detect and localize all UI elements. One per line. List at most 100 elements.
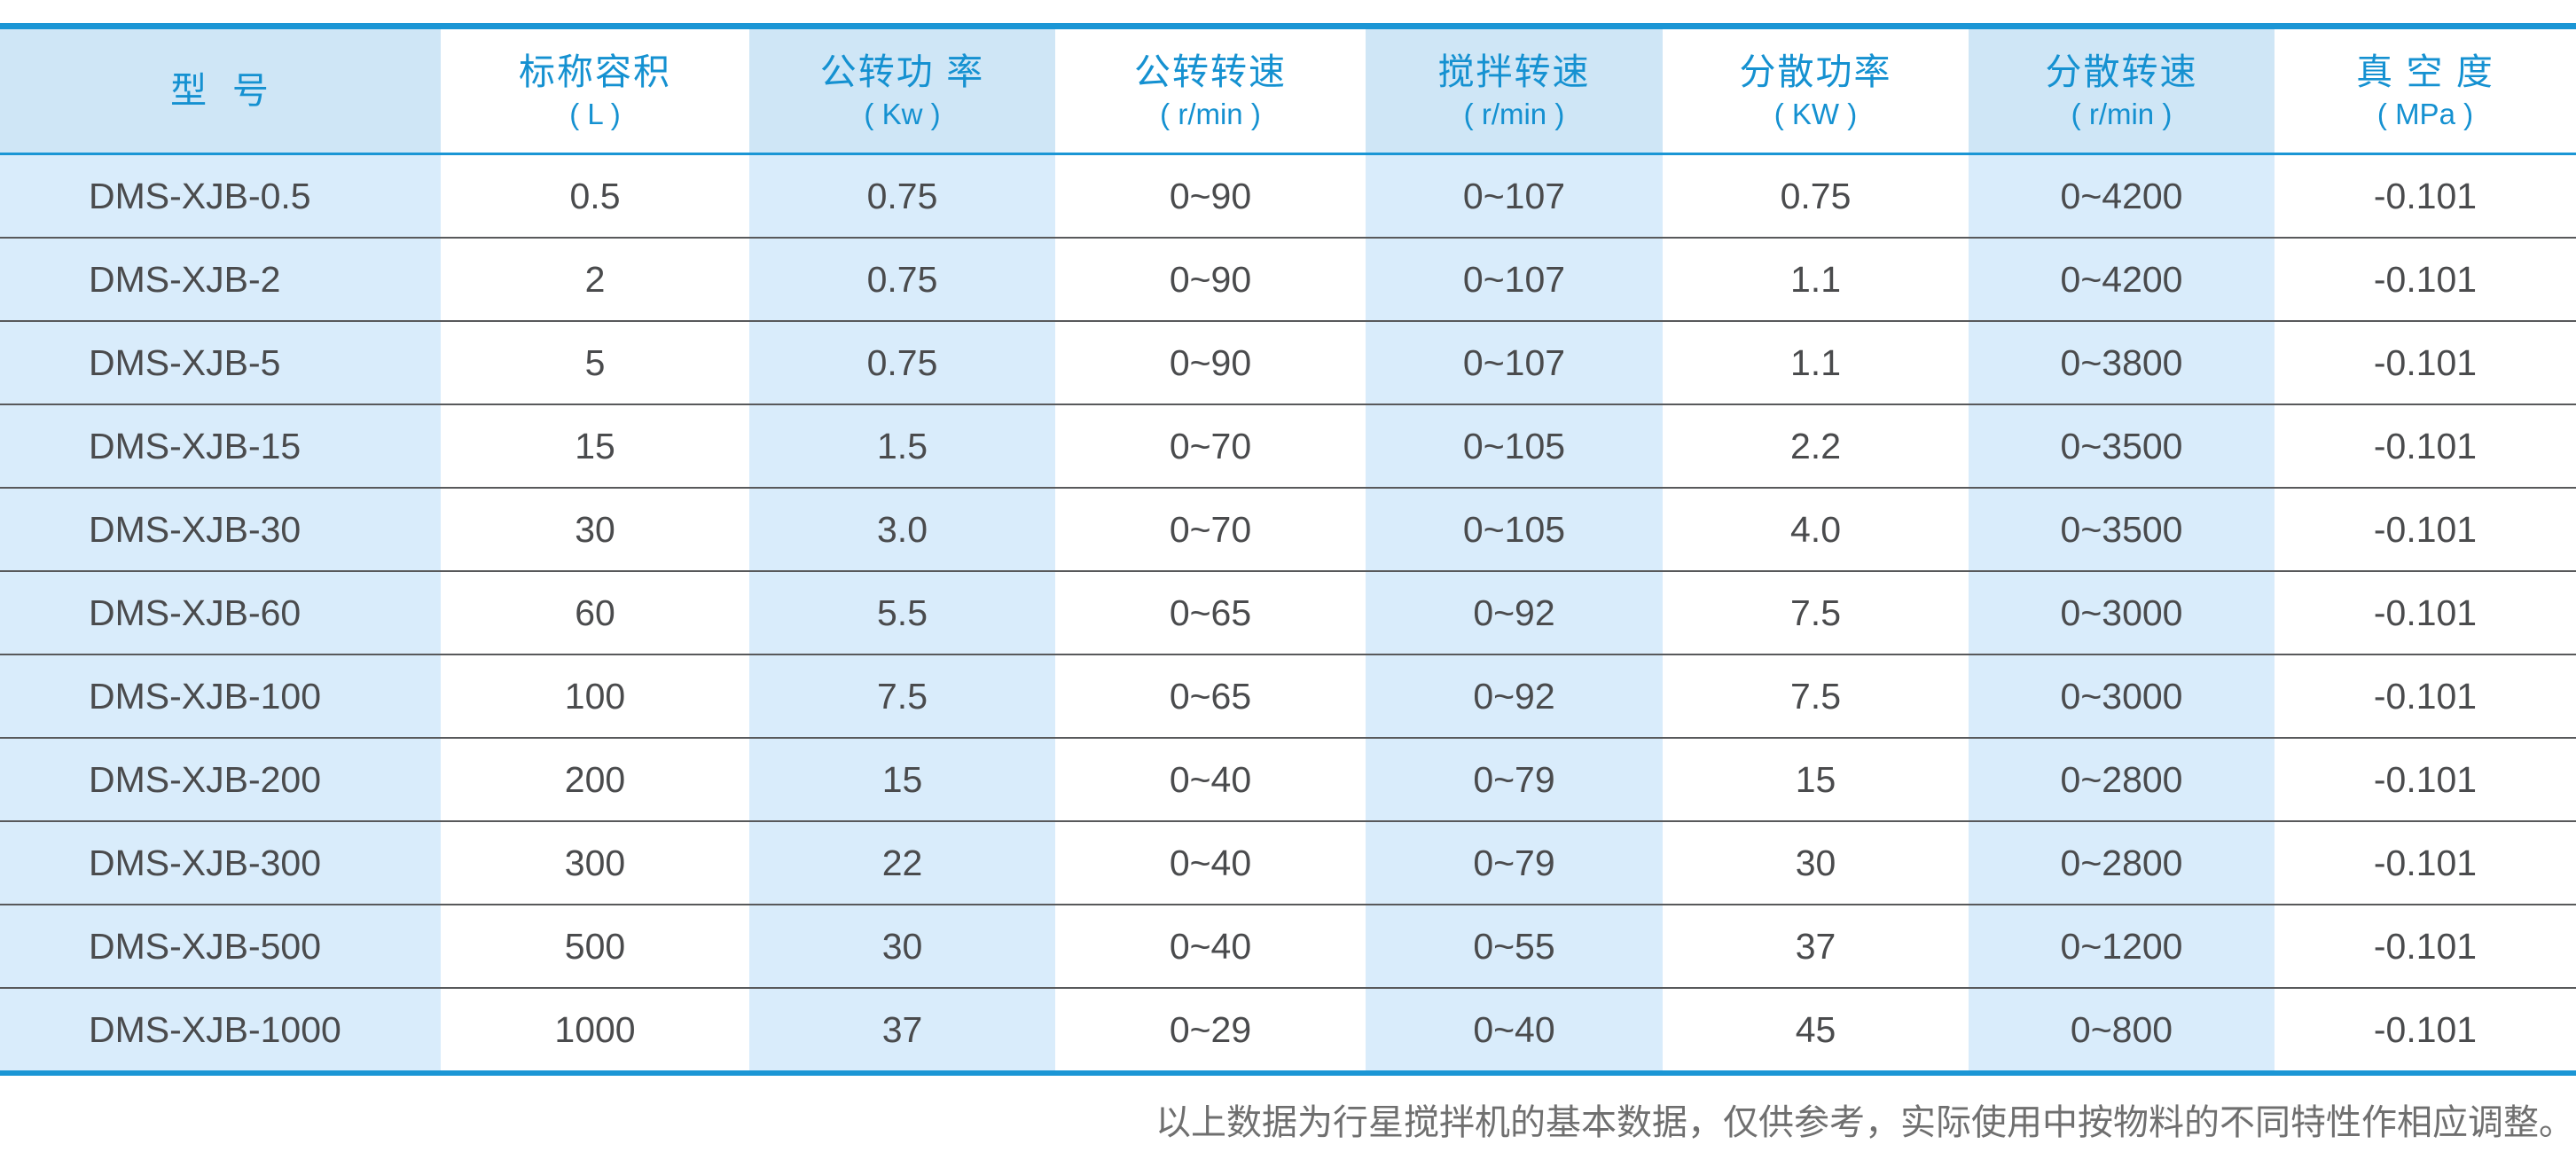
value-cell: 1.5 — [749, 405, 1055, 487]
value-cell: 0~107 — [1366, 239, 1663, 320]
planetary-mixer-spec-table: 型 号 标称容积( L ) 公转功 率( Kw ) 公转转速 ( r/min ) 搅拌转速… — [0, 23, 2576, 1076]
cell-text: 0~55 — [1473, 925, 1555, 967]
header-unit: ( r/min ) — [2071, 97, 2173, 130]
cell-text: 0.75 — [866, 258, 938, 300]
table-row: DMS-XJB-100 100 7.5 0~65 0~92 7.5 0~3000 -0.101 — [0, 654, 2576, 737]
value-cell: 300 — [441, 822, 749, 904]
value-cell: -0.101 — [2275, 405, 2576, 487]
model-cell: DMS-XJB-30 — [0, 489, 441, 570]
model-cell: DMS-XJB-60 — [0, 572, 441, 654]
header-title: 公转转速 — [1134, 51, 1287, 92]
value-cell: 0~3800 — [1969, 322, 2275, 404]
model-cell: DMS-XJB-300 — [0, 822, 441, 904]
cell-text: DMS-XJB-15 — [89, 425, 301, 466]
value-cell: 3.0 — [749, 489, 1055, 570]
value-cell: -0.101 — [2275, 822, 2576, 904]
cell-text: 0~29 — [1169, 1008, 1252, 1050]
value-cell: 7.5 — [1663, 655, 1969, 737]
value-cell: 0~65 — [1055, 655, 1366, 737]
value-cell: 15 — [441, 405, 749, 487]
cell-text: 0~3000 — [2060, 675, 2183, 717]
cell-text: 0~3800 — [2060, 341, 2183, 383]
cell-text: 0~40 — [1169, 842, 1252, 883]
cell-text: 0~2800 — [2060, 758, 2183, 800]
header-cell-6: 分散转速 ( r/min ) — [1969, 29, 2275, 153]
cell-text: 15 — [575, 425, 615, 466]
header-title: 标称容积 — [519, 51, 671, 92]
cell-text: DMS-XJB-200 — [89, 758, 322, 800]
cell-text: 0~105 — [1462, 508, 1566, 550]
header-title: 型 号 — [170, 70, 270, 111]
value-cell: -0.101 — [2275, 989, 2576, 1070]
cell-text: 0~40 — [1169, 758, 1252, 800]
value-cell: -0.101 — [2275, 739, 2576, 820]
cell-text: 0~92 — [1473, 675, 1555, 717]
value-cell: 500 — [441, 905, 749, 987]
header-title: 搅拌转速 — [1437, 51, 1591, 92]
value-cell: 0~3500 — [1969, 405, 2275, 487]
cell-text: -0.101 — [2373, 508, 2478, 550]
cell-text: DMS-XJB-100 — [89, 675, 322, 717]
cell-text: 0~4200 — [2060, 258, 2183, 300]
cell-text: 0~79 — [1473, 758, 1555, 800]
table-row: DMS-XJB-500 500 30 0~40 0~55 37 0~1200 -0.101 — [0, 904, 2576, 987]
cell-text: -0.101 — [2373, 592, 2478, 633]
cell-text: 37 — [1795, 925, 1836, 967]
cell-text: 0.5 — [569, 175, 621, 216]
value-cell: -0.101 — [2275, 239, 2576, 320]
value-cell: 15 — [1663, 739, 1969, 820]
value-cell: 0~3000 — [1969, 655, 2275, 737]
value-cell: 0~92 — [1366, 572, 1663, 654]
value-cell: 0~70 — [1055, 405, 1366, 487]
cell-text: 0~40 — [1169, 925, 1252, 967]
cell-text: -0.101 — [2373, 675, 2478, 717]
cell-text: 0~105 — [1462, 425, 1566, 466]
cell-text: 0~90 — [1169, 341, 1252, 383]
cell-text: DMS-XJB-30 — [89, 508, 301, 550]
cell-text: DMS-XJB-5 — [89, 341, 281, 383]
cell-text: 0~90 — [1169, 258, 1252, 300]
cell-text: 100 — [564, 675, 626, 717]
cell-text: 37 — [881, 1008, 923, 1050]
table-row: DMS-XJB-30 30 3.0 0~70 0~105 4.0 0~3500 -0.101 — [0, 487, 2576, 570]
header-cell-1: 标称容积 ( L ) — [441, 29, 749, 153]
value-cell: 4.0 — [1663, 489, 1969, 570]
model-cell: DMS-XJB-0.5 — [0, 155, 441, 237]
value-cell: 30 — [749, 905, 1055, 987]
cell-text: 0~65 — [1169, 675, 1252, 717]
cell-text: 0.75 — [866, 175, 938, 216]
header-unit: ( r/min ) — [1463, 97, 1565, 130]
cell-text: DMS-XJB-300 — [89, 842, 322, 883]
table-row: DMS-XJB-200 200 15 0~40 0~79 15 0~2800 -0.101 — [0, 737, 2576, 820]
value-cell: 0.75 — [749, 239, 1055, 320]
value-cell: -0.101 — [2275, 155, 2576, 237]
cell-text: 0~65 — [1169, 592, 1252, 633]
cell-text: 0~4200 — [2060, 175, 2183, 216]
cell-text: 1.1 — [1790, 258, 1841, 300]
header-cell-2: 公转功 率 ( Kw ) — [749, 29, 1055, 153]
value-cell: 200 — [441, 739, 749, 820]
model-cell: DMS-XJB-100 — [0, 655, 441, 737]
header-unit: ( Kw ) — [864, 97, 941, 130]
value-cell: 0~70 — [1055, 489, 1366, 570]
cell-text: 0~2800 — [2060, 842, 2183, 883]
table-footnote: 以上数据为行星搅拌机的基本数据，仅供参考，实际使用中按物料的不同特性作相应调整。 — [1155, 1102, 2574, 1143]
value-cell: 0~90 — [1055, 239, 1366, 320]
cell-text: 0~70 — [1169, 508, 1252, 550]
table-row: DMS-XJB-5 5 0.75 0~90 0~107 1.1 0~3800 -0.101 — [0, 320, 2576, 404]
value-cell: 0~4200 — [1969, 239, 2275, 320]
cell-text: 45 — [1795, 1008, 1836, 1050]
cell-text: 1.1 — [1790, 341, 1841, 383]
value-cell: 0~105 — [1366, 405, 1663, 487]
cell-text: 1000 — [554, 1008, 636, 1050]
value-cell: 0~55 — [1366, 905, 1663, 987]
cell-text: 500 — [564, 925, 626, 967]
header-title: 分散转速 — [2045, 51, 2198, 92]
value-cell: 45 — [1663, 989, 1969, 1070]
value-cell: -0.101 — [2275, 322, 2576, 404]
cell-text: 15 — [1795, 758, 1836, 800]
cell-text: 2.2 — [1790, 425, 1841, 466]
header-title: 真 空 度 — [2356, 51, 2494, 92]
cell-text: -0.101 — [2373, 842, 2478, 883]
value-cell: -0.101 — [2275, 905, 2576, 987]
